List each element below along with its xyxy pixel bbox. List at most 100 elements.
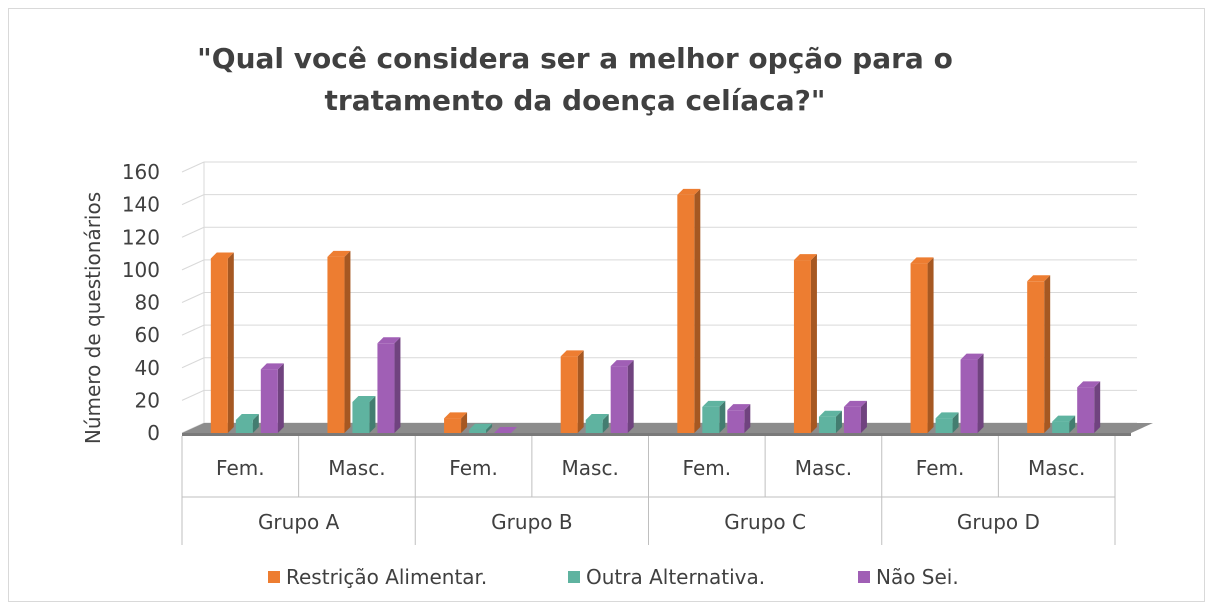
bar-side [602,413,609,433]
x-group-label: Grupo C [724,510,806,534]
gridline-diag-160 [181,161,205,173]
bar-front [727,410,745,433]
y-ticks: 0 20 40 60 80 100 120 140 160 [122,160,160,445]
bar-front [935,418,953,433]
bar-top [444,412,468,419]
bar-top [260,363,284,370]
x-tick-label: Masc. [1028,456,1085,480]
bar-side [277,363,284,433]
y-tick-label: 80 [135,291,160,315]
bar-top [210,252,234,259]
legend-label: Não Sei. [876,565,959,589]
bar [327,250,351,433]
bar-front [818,416,836,433]
bar [235,413,259,433]
bar [702,400,726,433]
bar-front [210,258,228,433]
legend: Restrição Alimentar. Outra Alternativa. Nã… [268,565,959,589]
bar-front [377,343,395,433]
chart-title-line-2: tratamento da doença celíaca?" [325,84,826,117]
y-tick-label: 140 [122,193,160,217]
bar-side [835,410,842,433]
bar-side [1044,275,1051,433]
bar-side [577,350,584,433]
bar [1077,381,1101,433]
x-tick-label: Masc. [562,456,619,480]
bar-side [977,353,984,433]
x-axis: Fem. Masc. Fem. Masc. Fem. Masc. Fem. Masc. Grup… [181,436,1116,545]
legend-item: Restrição Alimentar. [268,565,487,589]
bar-side [394,337,401,433]
bars [210,188,1101,433]
bar [352,396,376,433]
x-tick-label: Fem. [916,456,965,480]
bar-side [810,254,817,433]
bar [610,360,634,433]
x-tick-label: Masc. [795,456,852,480]
bar [444,412,468,433]
legend-item: Outra Alternativa. [568,565,765,589]
floor-top [182,423,1153,433]
x-tick-label: Fem. [216,456,265,480]
bar-front [585,419,603,433]
bar-side [344,250,351,433]
bar [793,254,817,433]
bar [377,337,401,433]
legend-label: Outra Alternativa. [586,565,765,589]
bar-top [702,400,726,407]
x-tick-label: Fem. [449,456,498,480]
bar-top [610,360,634,367]
bar-front [469,429,487,433]
bar-side [486,423,493,433]
bar-front [444,418,462,433]
bar-side [719,400,726,433]
bar-side [369,396,376,433]
bar [585,413,609,433]
x-tick-label: Masc. [328,456,385,480]
legend-swatch [858,571,870,583]
bar-top [960,353,984,360]
bar [935,412,959,433]
bar [494,427,518,433]
bar-top [843,400,867,407]
bar-side [227,252,234,433]
gridlines [181,161,1137,434]
floor-front [182,433,1131,436]
bar-front [1077,387,1095,433]
bar [843,400,867,433]
y-tick-label: 120 [122,225,160,249]
bar-front [677,194,695,433]
bar-top [352,396,376,403]
x-group-label: Grupo A [258,510,340,534]
gridline-diag-40 [181,357,205,369]
bar [469,423,493,433]
bar [677,188,701,433]
bar [960,353,984,433]
bar-front [1052,421,1070,433]
bar [210,252,234,433]
bar-top [1052,415,1076,422]
chart-title-line-1: "Qual você considera ser a melhor opção … [197,42,953,75]
bar-front [352,402,370,433]
bar-side [860,400,867,433]
bar-top [327,250,351,257]
bar-top [377,337,401,344]
bar [818,410,842,433]
y-tick-label: 60 [135,323,160,347]
bar [910,257,934,433]
y-tick-label: 0 [147,421,160,445]
y-tick-label: 160 [122,160,160,184]
bar [727,404,751,433]
gridline-diag-140 [181,194,205,206]
gridline-diag-120 [181,226,205,238]
chart-frame [8,8,1205,602]
bar-front [560,356,578,433]
gridline-diag-20 [181,389,205,401]
bar-top [585,413,609,420]
bar-top [494,427,518,433]
bar [560,350,584,433]
legend-swatch [268,571,280,583]
bar-top [1077,381,1101,388]
bar-front [702,406,720,433]
bar-front [793,260,811,433]
